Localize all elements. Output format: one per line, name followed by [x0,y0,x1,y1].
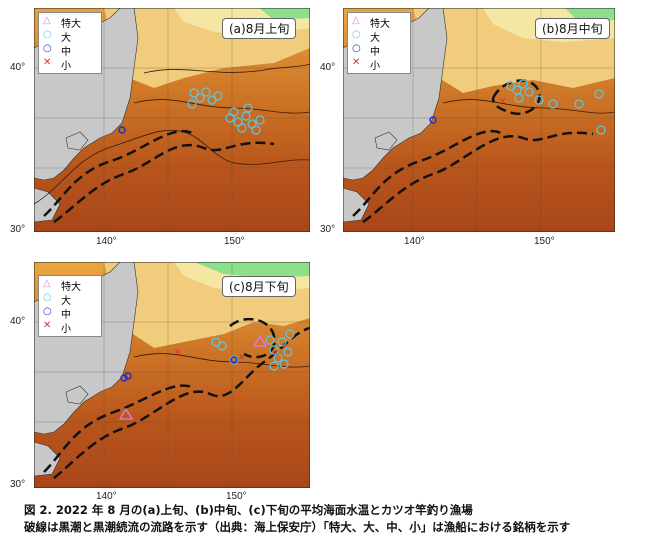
caption-line-1: 図 2. 2022 年 8 月の(a)上旬、(b)中旬、(c)下旬の平均海面水温… [24,503,473,517]
triangle-icon: △ [43,278,51,289]
circle-icon: ○ [352,29,361,40]
svg-text:✕: ✕ [238,353,246,363]
lat-label: 40° [10,316,26,327]
legend-label: 中 [61,47,71,58]
catch-medium-markers [120,356,238,382]
lat-label: 40° [10,62,26,73]
cross-icon: ✕ [352,57,361,68]
panel-title-c: (c)8月下旬 [222,276,296,297]
triangle-icon: △ [43,15,51,26]
circle-icon: ○ [43,29,52,40]
lat-label: 30° [320,224,336,235]
legend-label: 小 [61,324,71,335]
legend-b: △ 特大 ○ 大 ○ 中 ✕ 小 [347,12,411,74]
lon-label: 140° [96,236,117,247]
circle-icon: ○ [43,292,52,303]
legend-label: 大 [61,33,71,44]
catch-cluster-large [187,87,265,135]
lat-label: 30° [10,479,26,490]
cross-icon: ✕ [43,57,52,68]
legend-label: 小 [370,61,380,72]
caption-line-2: 破線は黒潮と黒潮続流の流路を示す（出典：海上保安庁）「特大、大、中、小」は漁船に… [24,520,571,534]
catch-medium-marker [429,116,437,124]
circle-icon: ○ [352,43,361,54]
circle-icon: ○ [43,306,52,317]
circle-icon: ○ [43,43,52,54]
lon-label: 150° [534,236,555,247]
lon-label: 140° [404,236,425,247]
lat-label: 40° [320,62,336,73]
lat-label: 30° [10,224,26,235]
lon-label: 140° [96,491,117,502]
panel-title-a: (a)8月上旬 [222,18,297,39]
svg-text:✕: ✕ [174,348,182,358]
map-panel-a [34,8,310,232]
cross-icon: ✕ [43,320,52,331]
lon-label: 150° [226,491,247,502]
catch-small-marker: ✕ [499,97,507,107]
legend-label: 特大 [61,19,81,30]
legend-c: △ 特大 ○ 大 ○ 中 ✕ 小 [38,275,102,337]
panel-title-b: (b)8月中旬 [535,18,610,39]
lon-label: 150° [224,236,245,247]
legend-label: 特大 [61,282,81,293]
legend-label: 大 [61,296,71,307]
catch-cluster-large [211,329,295,371]
legend-label: 中 [370,47,380,58]
catch-medium-marker [118,126,126,134]
triangle-icon: △ [352,15,360,26]
legend-label: 特大 [370,19,390,30]
catch-xlarge-markers [118,334,268,420]
legend-label: 小 [61,61,71,72]
catch-small-markers: ✕ ✕ ✕ [174,348,280,363]
legend-label: 大 [370,33,380,44]
sst-map-a [34,8,310,232]
catch-cluster-large [506,79,606,135]
legend-label: 中 [61,310,71,321]
figure-caption: 図 2. 2022 年 8 月の(a)上旬、(b)中旬、(c)下旬の平均海面水温… [24,502,649,536]
svg-text:✕: ✕ [272,349,280,359]
legend-a: △ 特大 ○ 大 ○ 中 ✕ 小 [38,12,102,74]
